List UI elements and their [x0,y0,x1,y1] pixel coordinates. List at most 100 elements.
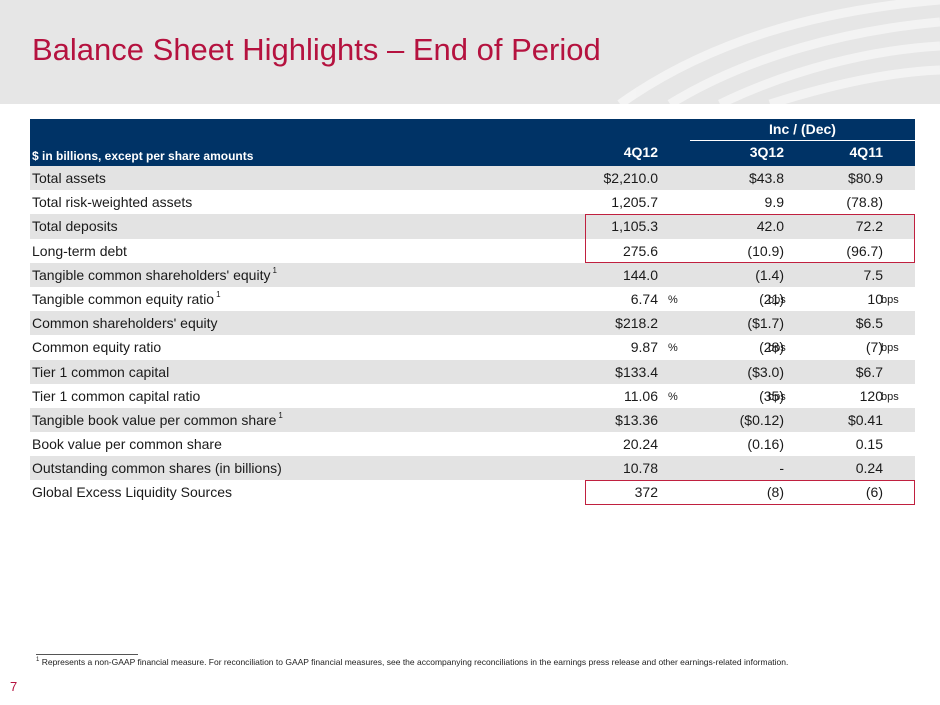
value-4q12: 144.0 [622,266,658,283]
footnote-divider [36,654,138,655]
footnote-ref: 1 [278,410,283,420]
unit-4q12: % [668,342,678,355]
unit-4q12: % [668,390,678,403]
value-3q12-change: (0.16) [747,436,784,453]
value-3q12-change: (28) [759,339,784,356]
column-header-4q12: 4Q12 [623,144,658,160]
row-label-text: Tangible common shareholders' equity [32,266,271,283]
unit-3q12: bps [768,390,786,403]
value-4q11-change: 72.2 [855,218,883,235]
value-3q12-change: ($3.0) [747,363,784,380]
row-label: Tangible common equity ratio 1 [32,289,221,307]
row-label: Total risk-weighted assets [32,194,192,210]
table-body: Total assets $2,210.0 $43.8 $80.9 Total risk… [30,166,915,505]
row-label: Outstanding common shares (in billions) [32,460,282,476]
value-3q12-change: (1.4) [755,266,784,283]
value-4q11-change: $6.7 [855,363,883,380]
value-3q12-change: (35) [759,387,784,404]
row-label: Global Excess Liquidity Sources [32,484,232,500]
unit-4q12: % [668,293,678,306]
group-underline [690,140,915,141]
value-4q11-change: 7.5 [863,266,883,283]
table-header: Inc / (Dec) $ in billions, except per sh… [30,119,915,166]
value-4q11-change: 0.24 [855,460,883,477]
unit-3q12: bps [768,342,786,355]
balance-sheet-table: Inc / (Dec) $ in billions, except per sh… [30,119,915,505]
value-3q12-change: - [779,460,784,477]
page-number: 7 [10,679,18,694]
row-label: Common equity ratio [32,339,161,355]
row-label-text: Tangible common equity ratio [32,290,215,307]
table-row: Long-term debt 275.6 (10.9) (96.7) [30,239,915,263]
value-4q11-change: 10 [867,290,883,307]
table-row: Outstanding common shares (in billions) 1… [30,456,915,481]
units-subheader: $ in billions, except per share amounts [32,149,254,163]
footnote: 1 Represents a non-GAAP financial measur… [36,657,788,667]
row-label: Total assets [32,170,106,186]
value-4q12: $218.2 [615,315,658,332]
column-header-3q12: 3Q12 [749,144,784,160]
value-3q12-change: ($1.7) [747,315,784,332]
value-4q12: $133.4 [615,363,658,380]
footnote-marker: 1 [36,657,40,663]
row-label: Tangible common shareholders' equity 1 [32,266,277,283]
row-label-text: Tangible book value per common share [32,411,277,428]
row-label-text: Tier 1 common capital [32,363,170,380]
value-3q12-change: ($0.12) [739,411,784,428]
row-label: Tier 1 common capital [32,364,169,380]
row-label-text: Long-term debt [32,242,127,259]
row-label: Tangible book value per common share 1 [32,410,283,428]
value-4q11-change: $6.5 [855,315,883,332]
row-label-text: Global Excess Liquidity Sources [32,484,232,501]
footnote-text: Represents a non-GAAP financial measure.… [39,657,789,667]
table-row: Tangible book value per common share 1 $13… [30,407,915,433]
value-4q11-change: 0.15 [855,436,883,453]
footnote-ref: 1 [216,289,221,299]
page-title: Balance Sheet Highlights – End of Period [32,32,601,67]
value-3q12-change: 9.9 [764,194,784,211]
unit-4q11: bps [881,390,899,403]
inc-dec-group-header: Inc / (Dec) [769,121,836,137]
table-row: Common equity ratio 9.87 (28) (7)% bps bps [30,335,915,359]
table-row: Tangible common shareholders' equity 1 144… [30,262,915,287]
table-row: Common shareholders' equity $218.2 ($1.7) $… [30,311,915,336]
row-label-text: Tier 1 common capital ratio [32,387,201,404]
value-3q12-change: (10.9) [747,242,784,259]
value-4q12: 1,105.3 [611,218,658,235]
table-row: Total risk-weighted assets 1,205.7 9.9 (78.… [30,190,915,214]
value-4q11-change: (7) [865,339,883,356]
table-row: Total deposits 1,105.3 42.0 72.2 [30,214,915,239]
row-label-text: Outstanding common shares (in billions) [32,460,282,477]
header-band: Balance Sheet Highlights – End of Period [0,0,940,104]
row-label-text: Common equity ratio [32,339,162,356]
unit-4q11: bps [881,342,899,355]
unit-3q12: bps [768,293,786,306]
row-label-text: Common shareholders' equity [32,315,218,332]
value-4q11-change: 120 [859,387,883,404]
value-4q12: 6.74 [630,290,658,307]
value-4q11-change: (78.8) [846,194,883,211]
value-4q12: $2,210.0 [603,170,659,186]
flag-logo-icon [617,0,940,104]
value-4q12: 11.06 [624,387,658,404]
value-3q12-change: $43.8 [748,170,784,186]
row-label-text: Book value per common share [32,436,222,453]
row-label-text: Total deposits [32,218,118,235]
value-3q12-change: (21) [759,290,784,307]
value-4q12: 10.78 [622,460,658,477]
value-4q11-change: (96.7) [846,242,883,259]
value-4q12: 1,205.7 [611,194,658,211]
value-4q12: 20.24 [622,436,658,453]
table-row: Tangible common equity ratio 1 6.74 (21) 10%… [30,287,915,311]
value-4q12: 372 [634,484,658,501]
value-4q12: 9.87 [630,339,658,356]
row-label: Long-term debt [32,243,127,259]
table-row: Tier 1 common capital ratio 11.06 (35) 120%… [30,384,915,408]
column-header-4q11: 4Q11 [849,144,883,160]
table-row: Tier 1 common capital $133.4 ($3.0) $6.7 [30,359,915,384]
row-label-text: Total assets [32,170,106,186]
value-3q12-change: 42.0 [756,218,784,235]
row-label: Book value per common share [32,436,222,452]
value-4q11-change: $80.9 [847,170,883,186]
value-4q12: $13.36 [615,411,658,428]
